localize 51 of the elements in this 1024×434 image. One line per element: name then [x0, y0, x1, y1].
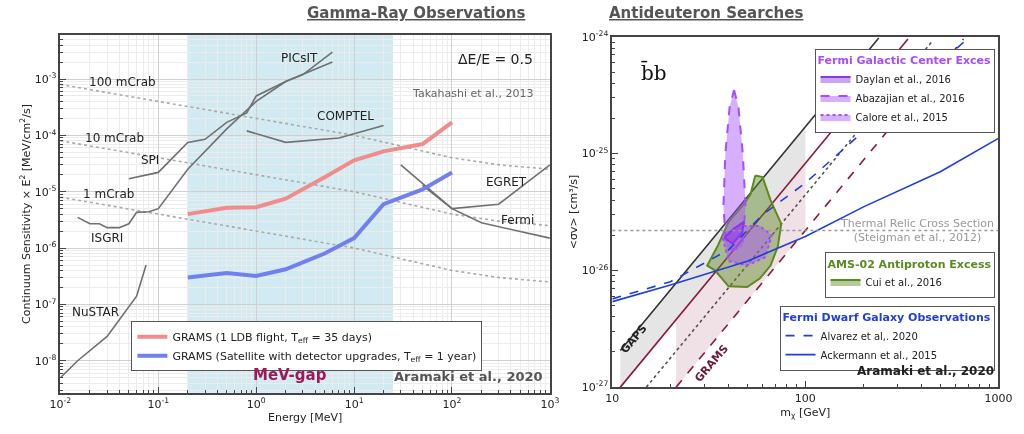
annotation: NuSTAR — [72, 305, 120, 319]
chart-title: Antideuteron Searches — [609, 4, 804, 22]
band-label: MeV-gap — [253, 366, 327, 384]
annotation: Fermi — [501, 213, 535, 227]
legend-label: GRAMS (Satellite with detector upgrades, T$_{eff}$ = 1 year) — [172, 350, 477, 365]
annotation: SPI — [141, 153, 160, 167]
annotation: Fermi Galactic Center Exces — [817, 54, 992, 68]
x-tick-label: 10$^{-2}$ — [49, 396, 72, 411]
y-tick-label: 10$^{-27}$ — [581, 379, 609, 394]
y-tick-label: 10$^{-24}$ — [581, 29, 609, 44]
annotation: PICsIT — [281, 51, 318, 65]
y-axis-title: <σv> [cm³/s] — [566, 174, 580, 250]
x-tick-label: 10$^{2}$ — [442, 396, 462, 411]
y-tick-label: 10$^{-6}$ — [34, 240, 57, 255]
x-tick-label: 10$^{-1}$ — [147, 396, 170, 411]
legend-label: Daylan et al., 2016 — [855, 73, 951, 85]
annotation: Aramaki et al., 2020 — [394, 369, 543, 384]
y-tick-label: 10$^{-4}$ — [34, 127, 57, 143]
annotation: ΔE/E = 0.5 — [458, 51, 533, 67]
x-tick-label: 100 — [794, 392, 816, 406]
x-tick-label: 10$^{3}$ — [540, 396, 560, 411]
x-tick-label: 10$^{0}$ — [246, 396, 266, 411]
y-tick-label: 10$^{-26}$ — [581, 262, 609, 278]
annotation: 10 mCrab — [85, 131, 145, 145]
legend-label: Alvarez et al,. 2020 — [820, 330, 918, 342]
y-tick-label: 10$^{-7}$ — [34, 296, 57, 312]
annotation: ISGRI — [91, 231, 124, 245]
annotation: 1 mCrab — [83, 187, 135, 201]
x-tick-label: 10 — [605, 392, 620, 406]
legend-label: Calore et al., 2015 — [855, 111, 948, 123]
legend-label: Abazajian et al., 2016 — [855, 92, 965, 104]
legend-label: Cui et al., 2016 — [865, 276, 942, 288]
y-tick-label: 10$^{-3}$ — [34, 71, 57, 86]
y-tick-label: 10$^{-25}$ — [581, 145, 609, 161]
annotation: b̄b — [641, 60, 667, 86]
annotation: EGRET — [486, 175, 527, 189]
legend-label: GRAMS (1 LDB flight, T$_{eff}$ = 35 days) — [172, 331, 372, 346]
x-axis-title: m$_{χ}$ [GeV] — [780, 405, 831, 421]
annotation: AMS-02 Antiproton Excess — [827, 257, 992, 271]
chart-title: Gamma-Ray Observations — [307, 4, 526, 22]
x-tick-label: 10$^{1}$ — [344, 396, 364, 411]
annotation: Takahashi et al., 2013 — [412, 87, 534, 100]
ref-line-label: Thermal Relic Cross Section (Steigman et al., 2012) — [840, 217, 994, 245]
y-tick-label: 10$^{-8}$ — [34, 352, 57, 368]
legend-label: Ackermann et al., 2015 — [820, 349, 938, 361]
x-axis-title: Energy [MeV] — [267, 411, 343, 425]
x-tick-label: 1000 — [984, 392, 1013, 406]
annotation: 100 mCrab — [89, 75, 156, 89]
y-tick-label: 10$^{-5}$ — [34, 183, 57, 199]
annotation: Fermi Dwarf Galaxy Observations — [782, 311, 991, 325]
annotation: COMPTEL — [317, 109, 375, 123]
